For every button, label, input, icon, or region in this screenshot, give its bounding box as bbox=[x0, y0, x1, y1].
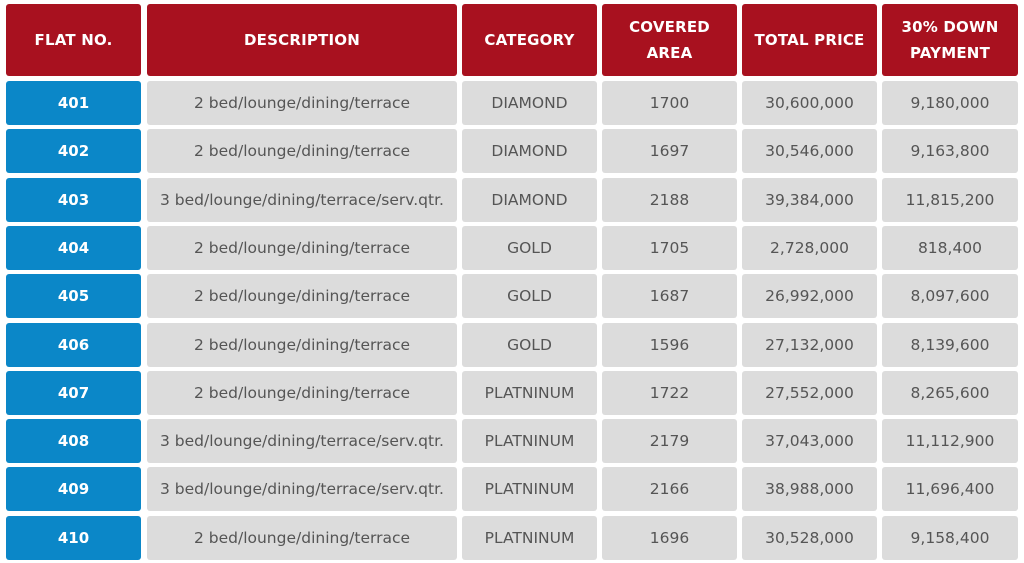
total-price-cell: 2,728,000 bbox=[742, 226, 877, 270]
category-cell: GOLD bbox=[462, 226, 597, 270]
down-payment-cell: 818,400 bbox=[882, 226, 1018, 270]
flat-no-cell: 401 bbox=[6, 81, 141, 125]
description-cell: 3 bed/lounge/dining/terrace/serv.qtr. bbox=[147, 419, 457, 463]
covered-area-cell: 1696 bbox=[602, 516, 737, 560]
total-price-cell: 26,992,000 bbox=[742, 274, 877, 318]
total-price-cell: 38,988,000 bbox=[742, 467, 877, 511]
down-payment-cell: 8,265,600 bbox=[882, 371, 1018, 415]
total-price-cell: 39,384,000 bbox=[742, 178, 877, 222]
header-cell: CATEGORY bbox=[462, 4, 597, 76]
header-cell: 30% DOWN PAYMENT bbox=[882, 4, 1018, 76]
category-cell: PLATNINUM bbox=[462, 371, 597, 415]
total-price-cell: 30,546,000 bbox=[742, 129, 877, 173]
down-payment-cell: 11,815,200 bbox=[882, 178, 1018, 222]
description-cell: 2 bed/lounge/dining/terrace bbox=[147, 516, 457, 560]
down-payment-cell: 9,180,000 bbox=[882, 81, 1018, 125]
covered-area-cell: 1705 bbox=[602, 226, 737, 270]
description-cell: 2 bed/lounge/dining/terrace bbox=[147, 371, 457, 415]
flat-no-cell: 409 bbox=[6, 467, 141, 511]
category-cell: PLATNINUM bbox=[462, 467, 597, 511]
down-payment-cell: 9,163,800 bbox=[882, 129, 1018, 173]
category-cell: PLATNINUM bbox=[462, 419, 597, 463]
header-cell: DESCRIPTION bbox=[147, 4, 457, 76]
flat-no-cell: 405 bbox=[6, 274, 141, 318]
down-payment-cell: 11,112,900 bbox=[882, 419, 1018, 463]
flat-no-cell: 407 bbox=[6, 371, 141, 415]
down-payment-cell: 9,158,400 bbox=[882, 516, 1018, 560]
covered-area-cell: 1687 bbox=[602, 274, 737, 318]
covered-area-cell: 2188 bbox=[602, 178, 737, 222]
covered-area-cell: 2166 bbox=[602, 467, 737, 511]
flat-no-cell: 406 bbox=[6, 323, 141, 367]
description-cell: 2 bed/lounge/dining/terrace bbox=[147, 129, 457, 173]
covered-area-cell: 1700 bbox=[602, 81, 737, 125]
category-cell: DIAMOND bbox=[462, 178, 597, 222]
total-price-cell: 30,528,000 bbox=[742, 516, 877, 560]
category-cell: GOLD bbox=[462, 274, 597, 318]
total-price-cell: 30,600,000 bbox=[742, 81, 877, 125]
header-cell: TOTAL PRICE bbox=[742, 4, 877, 76]
description-cell: 3 bed/lounge/dining/terrace/serv.qtr. bbox=[147, 467, 457, 511]
header-cell: FLAT NO. bbox=[6, 4, 141, 76]
flat-no-cell: 404 bbox=[6, 226, 141, 270]
category-cell: GOLD bbox=[462, 323, 597, 367]
covered-area-cell: 1596 bbox=[602, 323, 737, 367]
total-price-cell: 37,043,000 bbox=[742, 419, 877, 463]
description-cell: 2 bed/lounge/dining/terrace bbox=[147, 323, 457, 367]
down-payment-cell: 11,696,400 bbox=[882, 467, 1018, 511]
category-cell: PLATNINUM bbox=[462, 516, 597, 560]
covered-area-cell: 2179 bbox=[602, 419, 737, 463]
flat-no-cell: 408 bbox=[6, 419, 141, 463]
flat-no-cell: 403 bbox=[6, 178, 141, 222]
covered-area-cell: 1722 bbox=[602, 371, 737, 415]
down-payment-cell: 8,097,600 bbox=[882, 274, 1018, 318]
flat-no-cell: 402 bbox=[6, 129, 141, 173]
total-price-cell: 27,552,000 bbox=[742, 371, 877, 415]
description-cell: 2 bed/lounge/dining/terrace bbox=[147, 274, 457, 318]
description-cell: 2 bed/lounge/dining/terrace bbox=[147, 81, 457, 125]
description-cell: 3 bed/lounge/dining/terrace/serv.qtr. bbox=[147, 178, 457, 222]
covered-area-cell: 1697 bbox=[602, 129, 737, 173]
category-cell: DIAMOND bbox=[462, 129, 597, 173]
flat-no-cell: 410 bbox=[6, 516, 141, 560]
header-cell: COVERED AREA bbox=[602, 4, 737, 76]
category-cell: DIAMOND bbox=[462, 81, 597, 125]
total-price-cell: 27,132,000 bbox=[742, 323, 877, 367]
description-cell: 2 bed/lounge/dining/terrace bbox=[147, 226, 457, 270]
down-payment-cell: 8,139,600 bbox=[882, 323, 1018, 367]
